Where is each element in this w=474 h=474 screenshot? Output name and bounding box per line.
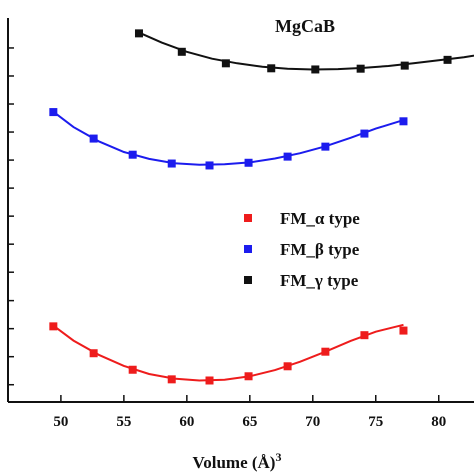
x-axis-label-superscript: 3 — [275, 450, 281, 464]
data-point — [167, 159, 176, 168]
fit-lines — [52, 31, 474, 382]
series-fit-line — [52, 323, 404, 382]
data-point — [128, 365, 137, 374]
data-point — [321, 347, 330, 356]
series-fit-line — [138, 31, 474, 71]
data-point — [89, 349, 98, 358]
x-tick-label: 60 — [179, 414, 194, 430]
data-point — [221, 59, 230, 68]
x-axis-label: Volume (Å)3 — [193, 450, 282, 472]
legend: FM_α type FM_β type FM_γ type — [244, 209, 360, 290]
data-point — [49, 322, 58, 331]
x-tick-label: 55 — [116, 414, 131, 430]
data-point — [49, 108, 58, 117]
data-point — [205, 376, 214, 385]
data-point — [128, 150, 137, 159]
x-tick-label: 70 — [305, 414, 320, 430]
series-fit-line — [52, 110, 404, 166]
data-point — [399, 326, 408, 335]
x-tick-label: 65 — [242, 414, 257, 430]
data-points — [49, 29, 452, 385]
data-point — [89, 134, 98, 143]
legend-label: FM_β type — [280, 240, 360, 259]
data-point — [244, 372, 253, 381]
data-point — [356, 64, 365, 73]
data-point — [244, 158, 253, 167]
legend-marker — [244, 276, 252, 284]
x-tick-label: 50 — [53, 414, 68, 430]
x-ticks: 50 55 60 65 70 75 80 — [53, 395, 446, 430]
chart-annotation: MgCaB — [275, 16, 335, 36]
legend-label: FM_α type — [280, 209, 360, 228]
data-point — [283, 362, 292, 371]
data-point — [134, 29, 143, 38]
x-tick-label: 80 — [431, 414, 446, 430]
legend-marker — [244, 245, 252, 253]
x-axis-label-text: Volume (Å) — [193, 453, 276, 472]
y-ticks — [8, 47, 14, 386]
data-point — [177, 47, 186, 56]
data-point — [443, 55, 452, 64]
data-point — [321, 142, 330, 151]
data-point — [283, 152, 292, 161]
legend-marker — [244, 214, 252, 222]
data-point — [400, 61, 409, 70]
data-point — [205, 161, 214, 170]
data-point — [360, 331, 369, 340]
plot-area: 50 55 60 65 70 75 80 — [7, 18, 474, 430]
data-point — [167, 375, 176, 384]
data-point — [267, 64, 276, 73]
data-point — [311, 65, 320, 74]
data-point — [360, 129, 369, 138]
data-point — [399, 117, 408, 126]
legend-label: FM_γ type — [280, 271, 359, 290]
x-tick-label: 75 — [368, 414, 383, 430]
